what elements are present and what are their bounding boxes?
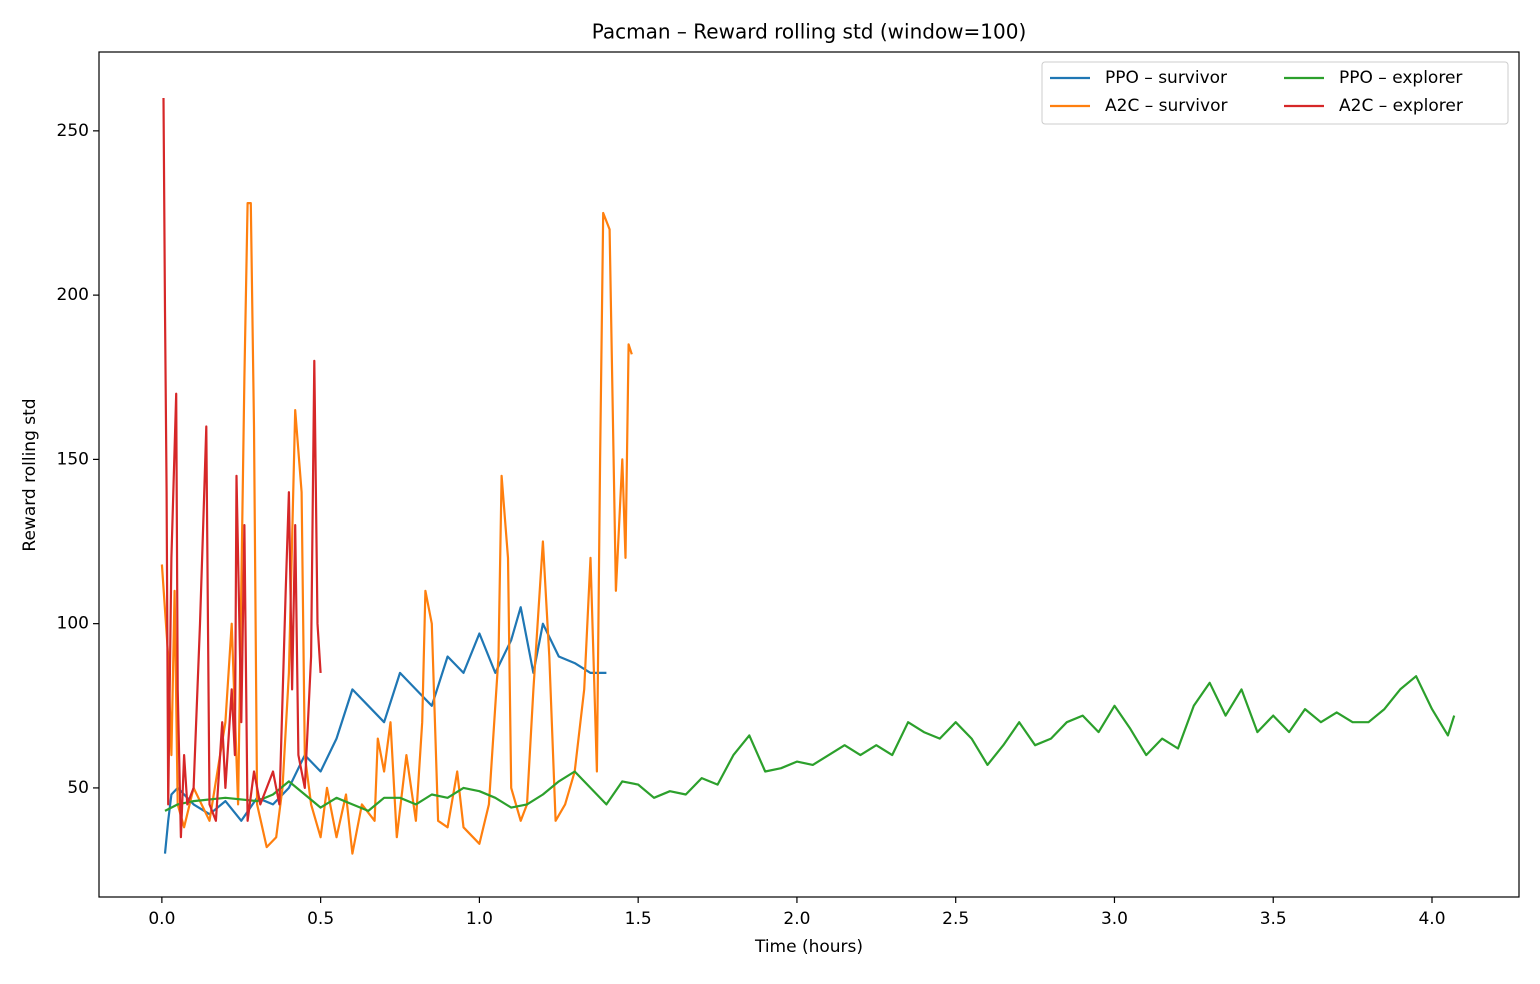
- x-tick-label: 2.5: [942, 909, 969, 929]
- axes-frame: [98, 51, 1520, 898]
- series-line: [164, 675, 1456, 812]
- y-tick-label: 50: [67, 778, 89, 798]
- x-tick-label: 1.0: [466, 909, 493, 929]
- x-tick-label: 4.0: [1418, 909, 1445, 929]
- legend-box: [1041, 61, 1509, 125]
- legend-label: A2C – survivor: [1105, 96, 1227, 116]
- series-line: [162, 97, 322, 839]
- legend-label: PPO – survivor: [1105, 68, 1227, 88]
- y-tick-label: 250: [57, 121, 89, 141]
- x-axis-label: Time (hours): [754, 937, 863, 957]
- plot-area: [160, 97, 1456, 855]
- x-tick-label: 0.0: [148, 909, 175, 929]
- x-tick-label: 0.5: [307, 909, 334, 929]
- x-tick-label: 2.0: [783, 909, 810, 929]
- x-tick-label: 1.5: [625, 909, 652, 929]
- x-tick-label: 3.0: [1101, 909, 1128, 929]
- chart-title: Pacman – Reward rolling std (window=100): [592, 20, 1027, 44]
- y-tick-label: 150: [57, 449, 89, 469]
- legend-label: PPO – explorer: [1339, 68, 1462, 88]
- y-axis-label: Reward rolling std: [20, 398, 40, 551]
- y-tick-label: 100: [57, 614, 89, 634]
- series-line: [160, 202, 633, 855]
- legend: PPO – survivor A2C – survivor PPO – explor…: [1041, 61, 1509, 125]
- y-tick-label: 200: [57, 285, 89, 305]
- x-tick-label: 3.5: [1260, 909, 1287, 929]
- legend-label: A2C – explorer: [1339, 96, 1463, 116]
